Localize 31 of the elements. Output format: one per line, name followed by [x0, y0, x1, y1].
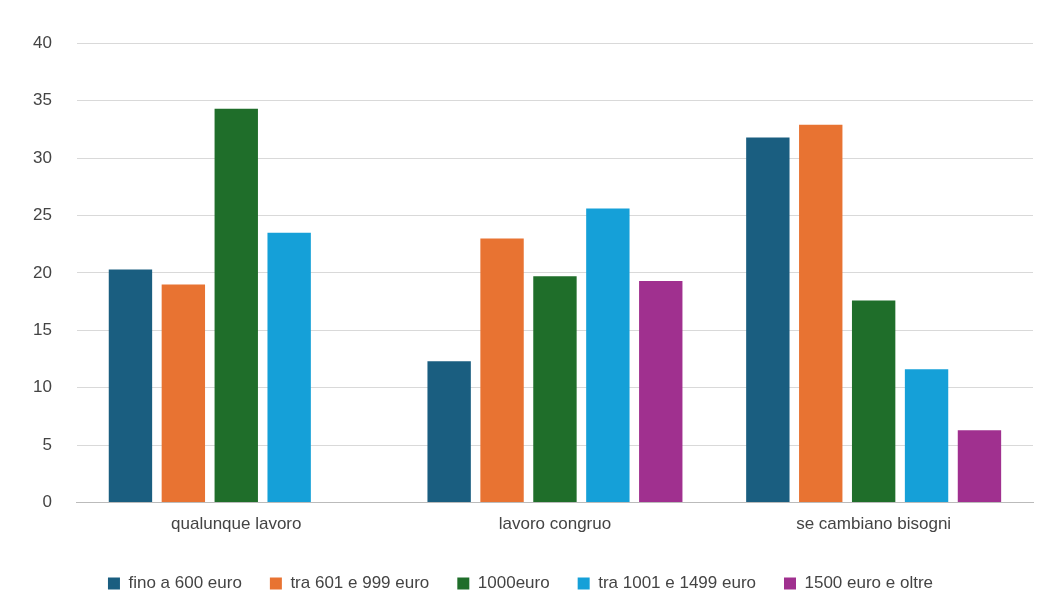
y-tick-label: 40 — [32, 32, 52, 52]
y-tick-label: 30 — [32, 147, 52, 167]
bar — [214, 108, 258, 503]
bar — [799, 124, 843, 503]
legend-label: 1000euro — [477, 573, 550, 593]
bar — [108, 269, 153, 503]
y-tick-label: 5 — [42, 434, 52, 454]
bar — [957, 430, 1002, 503]
y-tick-label: 35 — [32, 90, 52, 110]
legend-label: tra 601 e 999 euro — [290, 573, 430, 593]
legend-label: tra 1001 e 1499 euro — [598, 573, 757, 593]
bar — [851, 300, 896, 503]
bar — [586, 208, 630, 503]
bar — [533, 276, 577, 503]
x-tick-label: qualunque lavoro — [171, 514, 302, 534]
x-tick-label: se cambiano bisogni — [796, 514, 952, 534]
bar — [904, 369, 949, 503]
y-tick-label: 20 — [32, 262, 52, 282]
bar — [267, 232, 311, 503]
legend-label: 1500 euro e oltre — [804, 573, 934, 593]
y-tick-label: 25 — [32, 205, 52, 225]
bar — [639, 280, 683, 503]
bar — [746, 137, 790, 503]
bar — [427, 361, 471, 503]
y-tick-label: 15 — [32, 320, 52, 340]
x-tick-label: lavoro congruo — [498, 514, 612, 534]
y-tick-label: 10 — [32, 377, 52, 397]
bar — [161, 284, 206, 503]
legend-label: fino a 600 euro — [128, 573, 242, 593]
bar — [480, 238, 524, 503]
y-tick-label: 0 — [42, 492, 52, 512]
